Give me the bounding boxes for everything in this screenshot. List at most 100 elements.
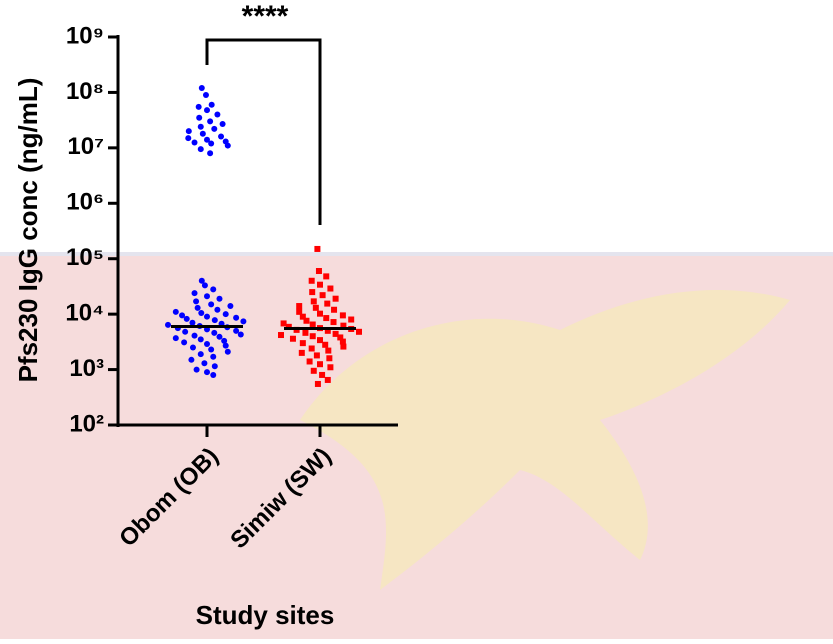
y-tick-label: 10⁴ [65, 299, 104, 326]
data-point [173, 335, 179, 341]
y-tick-label: 10⁵ [66, 244, 104, 271]
data-point [198, 351, 204, 357]
data-point [327, 286, 333, 292]
data-point [194, 367, 200, 373]
data-point [218, 134, 224, 140]
data-point [317, 361, 323, 367]
data-point [314, 246, 320, 252]
data-point [223, 343, 229, 349]
data-point [182, 329, 188, 335]
data-point [327, 364, 333, 370]
y-tick-label: 10⁶ [66, 189, 104, 216]
data-point [220, 121, 226, 127]
data-point [309, 278, 315, 284]
data-point [181, 339, 187, 345]
data-point [309, 345, 315, 351]
data-point [340, 344, 346, 350]
data-point [184, 316, 190, 322]
data-point [310, 322, 316, 328]
data-point [208, 140, 214, 146]
data-point [209, 102, 215, 108]
data-point [214, 307, 220, 313]
data-point [200, 131, 206, 137]
data-point [324, 301, 330, 307]
data-point [195, 305, 201, 311]
data-point [315, 381, 321, 387]
data-point [204, 293, 210, 299]
y-tick-label: 10⁸ [66, 78, 104, 105]
data-point [212, 363, 218, 369]
data-point [210, 286, 216, 292]
data-point [299, 350, 305, 356]
chart: **** Pfs230 IgG conc (ng/mL) Study sites… [0, 0, 833, 639]
data-point [225, 349, 231, 355]
data-point [196, 115, 202, 121]
data-point [325, 377, 331, 383]
data-point [192, 139, 198, 145]
data-point [201, 360, 207, 366]
data-point [331, 319, 337, 325]
data-point [310, 333, 316, 339]
data-point [189, 320, 195, 326]
data-point [311, 368, 317, 374]
significance: **** [242, 0, 289, 33]
data-point [307, 358, 313, 364]
data-point [309, 289, 315, 295]
data-point [198, 146, 204, 152]
data-point [317, 282, 323, 288]
data-point [192, 290, 198, 296]
data-point [208, 301, 214, 307]
data-point [290, 336, 296, 342]
data-point [317, 337, 323, 343]
data-point [311, 298, 317, 304]
data-point [203, 92, 209, 98]
y-tick-label: 10³ [69, 355, 104, 382]
data-point [281, 320, 287, 326]
data-point [207, 150, 213, 156]
data-point [211, 330, 217, 336]
data-point [356, 329, 362, 335]
data-point [233, 315, 239, 321]
data-point [165, 322, 171, 328]
data-point [326, 355, 332, 361]
data-point [188, 357, 194, 363]
data-point [198, 336, 204, 342]
data-point [198, 310, 204, 316]
y-tick-label: 10⁹ [66, 22, 104, 49]
data-point [314, 352, 320, 358]
data-point [210, 372, 216, 378]
data-point [331, 307, 337, 313]
data-point [216, 334, 222, 340]
data-point [348, 317, 354, 323]
data-point [302, 330, 308, 336]
data-point [316, 268, 322, 274]
data-point [202, 282, 208, 288]
data-point [186, 128, 192, 134]
data-point [216, 296, 222, 302]
data-point [211, 126, 217, 132]
data-point [208, 347, 214, 353]
data-point [212, 317, 218, 323]
data-point [204, 107, 210, 113]
data-point [240, 318, 246, 324]
data-point [322, 342, 328, 348]
data-point [173, 309, 179, 315]
x-axis-title: Study sites [196, 600, 335, 630]
data-point [296, 303, 302, 309]
data-point [199, 85, 205, 91]
data-point [320, 292, 326, 298]
data-point [198, 124, 204, 130]
data-point [204, 341, 210, 347]
y-axis-title: Pfs230 IgG conc (ng/mL) [13, 78, 43, 383]
data-point [193, 298, 199, 304]
data-point [196, 104, 202, 110]
data-point [313, 305, 319, 311]
data-point [210, 354, 216, 360]
data-point [300, 340, 306, 346]
data-point [333, 296, 339, 302]
data-point [303, 318, 309, 324]
y-tick-label: 10⁷ [67, 133, 104, 160]
data-point [317, 311, 323, 317]
data-point [319, 372, 325, 378]
bracket [207, 40, 320, 225]
